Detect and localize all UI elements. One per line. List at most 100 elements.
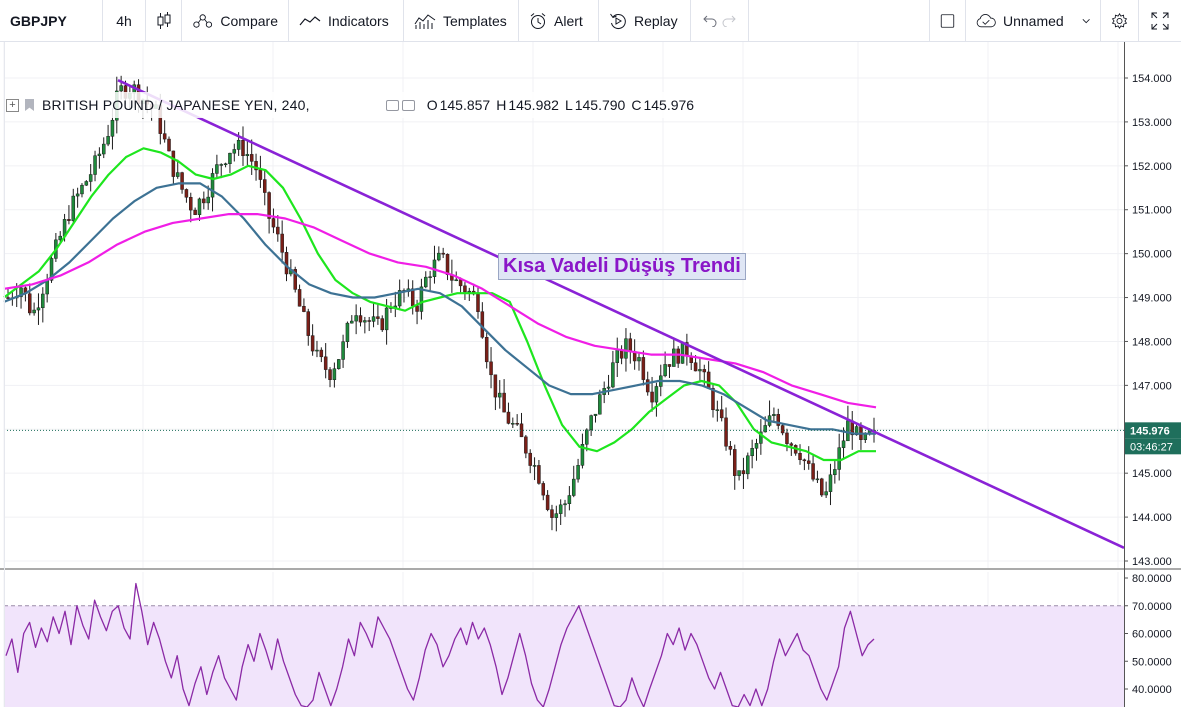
candle-body: [297, 289, 302, 307]
low-label: L: [564, 97, 573, 113]
candle-body: [45, 280, 49, 295]
candle-body: [772, 414, 776, 416]
candle-body: [628, 338, 633, 352]
symbol-button[interactable]: GBPJPY: [0, 0, 103, 42]
candle-body: [306, 311, 311, 336]
candle-body: [611, 362, 615, 388]
candle-body: [763, 425, 767, 433]
drawing-box-button[interactable]: [930, 0, 966, 42]
candle-body: [419, 286, 424, 312]
compare-icon: [193, 13, 213, 28]
candle-body: [336, 359, 341, 369]
candle-body: [258, 169, 263, 180]
price-axis: 154.000 153.000 152.000 151.000 150.000 149.0…: [0, 42, 1181, 707]
templates-button[interactable]: Templates: [404, 0, 519, 42]
candle-body: [789, 443, 794, 446]
candle-body: [350, 320, 354, 324]
candle-body: [106, 136, 110, 145]
close-label: C: [631, 97, 642, 113]
templates-icon: [414, 13, 436, 29]
candle-body: [824, 491, 828, 496]
candle-body: [502, 392, 506, 413]
candle-body: [841, 440, 846, 448]
candle-body: [371, 316, 376, 322]
open-label: O: [426, 97, 438, 113]
candle-body: [806, 460, 811, 464]
rsi-tick-label: 50.0000: [1132, 656, 1172, 668]
trend-annotation[interactable]: Kısa Vadeli Düşüş Trendi: [498, 253, 746, 280]
chart-type-button[interactable]: [146, 0, 182, 42]
moving-average-slow-line: [3, 213, 877, 409]
undo-icon[interactable]: [703, 15, 717, 27]
rsi-tick-label: 80.0000: [1132, 573, 1172, 585]
candle-body: [302, 306, 306, 312]
settings-small-icon[interactable]: [401, 99, 415, 111]
replay-button[interactable]: Replay: [599, 0, 691, 42]
price-tick-label: 153.000: [1132, 117, 1172, 129]
indicators-label: Indicators: [328, 12, 389, 29]
indicators-button[interactable]: Indicators: [289, 0, 404, 42]
candle-body: [711, 388, 715, 411]
candle-body: [206, 196, 210, 204]
candle-body: [319, 349, 324, 358]
candle-body: [184, 189, 189, 198]
countdown-tag: [1125, 438, 1181, 455]
candle-body: [650, 391, 654, 403]
rsi-series: [5, 582, 875, 707]
candle-body: [567, 495, 572, 504]
candle-body: [785, 432, 789, 444]
gear-icon: [1111, 12, 1128, 29]
candle-body: [367, 320, 371, 322]
candle-body: [363, 320, 367, 323]
candle-body: [384, 307, 389, 331]
price-tick-label: 151.000: [1132, 205, 1172, 217]
candle-body: [41, 293, 45, 309]
downtrend-line: [117, 79, 1125, 550]
candle-body: [75, 193, 80, 197]
moving-average-mid-line: [3, 182, 876, 435]
candle-body: [280, 233, 284, 253]
chart-canvas[interactable]: 154.000 153.000 152.000 151.000 150.000 149.0…: [0, 42, 1181, 707]
eye-icon[interactable]: [385, 99, 399, 111]
candle-body: [798, 452, 802, 461]
candle-body: [189, 197, 193, 211]
candle-body: [328, 369, 332, 380]
redo-icon[interactable]: [722, 15, 736, 27]
candle-body: [724, 417, 728, 447]
expand-icon[interactable]: +: [6, 98, 19, 112]
countdown-tag-text: 03:46:27: [1130, 441, 1173, 453]
close-value: 145.976: [643, 97, 695, 113]
candle-body: [284, 252, 289, 275]
flag-icon[interactable]: [25, 99, 34, 111]
candle-body: [606, 386, 611, 389]
price-tick-label: 144.000: [1132, 512, 1172, 524]
candle-body: [167, 138, 171, 152]
layout-button[interactable]: Unnamed: [966, 0, 1101, 42]
candle-body: [615, 349, 619, 363]
settings-button[interactable]: [1101, 0, 1139, 42]
candle-body: [732, 449, 737, 476]
compare-label: Compare: [220, 12, 278, 29]
candle-body: [550, 509, 554, 518]
cloud-icon: [976, 13, 996, 27]
compare-button[interactable]: Compare: [182, 0, 289, 42]
fullscreen-button[interactable]: [1139, 0, 1181, 42]
alert-button[interactable]: Alert: [519, 0, 599, 42]
candle-body: [489, 361, 493, 376]
candle-body: [358, 315, 363, 323]
candle-body: [354, 315, 358, 322]
interval-button[interactable]: 4h: [103, 0, 146, 42]
chevron-down-icon: [1082, 18, 1090, 23]
candle-body: [80, 184, 84, 195]
candle-body: [641, 357, 646, 380]
rsi-band-fill: [4, 605, 1124, 707]
candle-body: [820, 478, 824, 496]
candle-body: [180, 172, 184, 190]
candlestick-series: [6, 75, 876, 532]
rsi-tick-label: 60.0000: [1132, 629, 1172, 641]
candle-body: [197, 198, 202, 215]
chart-area[interactable]: 154.000 153.000 152.000 151.000 150.000 149.0…: [0, 42, 1181, 707]
candle-body: [693, 362, 698, 372]
ohlc-close: C 145.976: [631, 97, 694, 113]
candle-body: [58, 235, 62, 241]
